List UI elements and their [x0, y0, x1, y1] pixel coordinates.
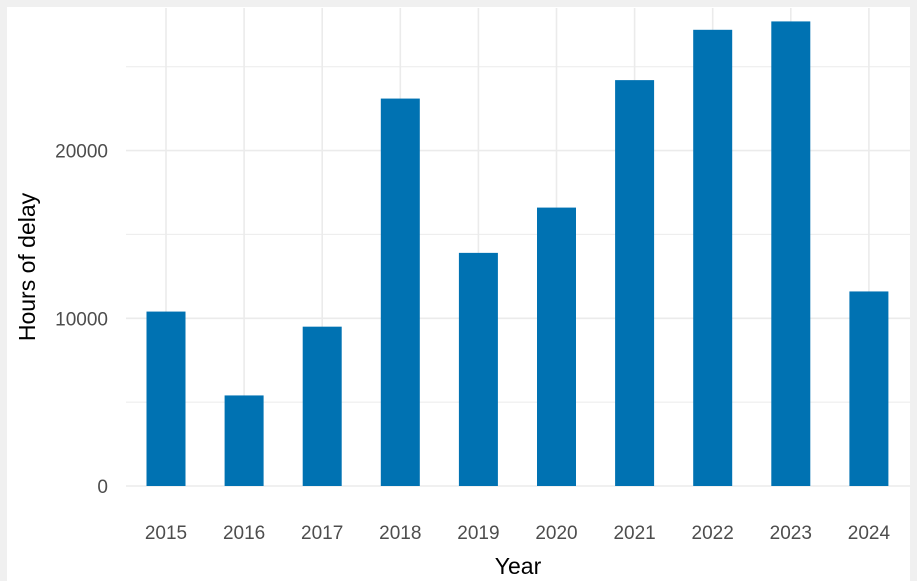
- x-tick-label: 2020: [535, 523, 577, 544]
- x-tick-label: 2023: [770, 523, 812, 544]
- x-axis-title: Year: [495, 553, 542, 579]
- x-tick-label: 2021: [613, 523, 655, 544]
- y-axis-ticks: 0 10000 20000: [55, 142, 108, 498]
- bar-2019: [458, 252, 498, 486]
- bars: [146, 21, 889, 487]
- y-tick-label: 20000: [55, 142, 108, 163]
- x-tick-label: 2016: [223, 523, 265, 544]
- x-tick-label: 2017: [301, 523, 343, 544]
- bar-2018: [380, 98, 420, 486]
- bar-2022: [693, 29, 733, 487]
- x-tick-label: 2022: [692, 523, 734, 544]
- x-axis-ticks: 2015 2016 2017 2018 2019 2020 2021 2022 2023 2024: [145, 523, 891, 544]
- y-axis-title: Hours of delay: [14, 192, 40, 341]
- bar-2016: [224, 395, 264, 486]
- bar-2023: [771, 21, 811, 487]
- bar-2017: [302, 326, 342, 486]
- y-tick-label: 10000: [55, 309, 108, 330]
- bar-2015: [146, 311, 186, 486]
- y-tick-label: 0: [97, 477, 108, 498]
- bar-2024: [849, 291, 889, 486]
- bar-2020: [537, 207, 576, 486]
- x-tick-label: 2019: [457, 523, 499, 544]
- bar-2021: [615, 80, 655, 487]
- x-tick-label: 2018: [379, 523, 421, 544]
- x-tick-label: 2015: [145, 523, 187, 544]
- x-tick-label: 2024: [848, 523, 891, 544]
